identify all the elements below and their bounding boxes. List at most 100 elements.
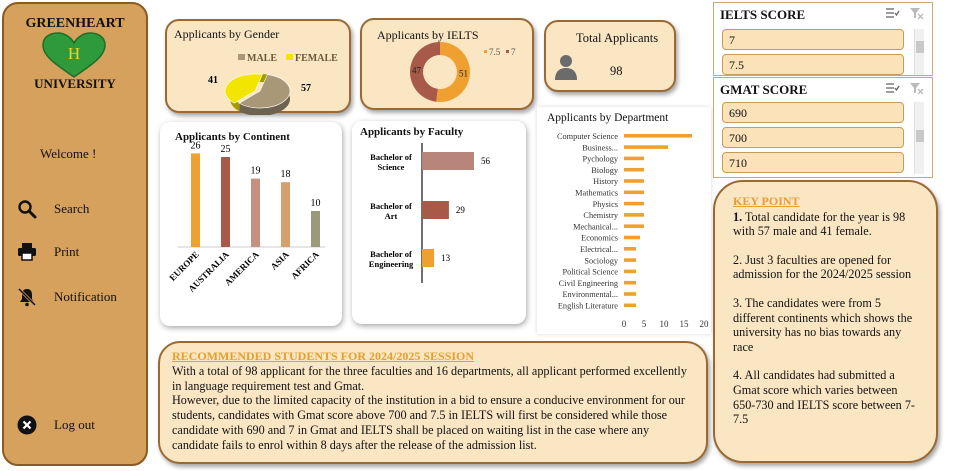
gender-card-title: Applicants by Gender	[174, 27, 280, 41]
logout-button[interactable]: Log out	[16, 414, 95, 436]
nav-print-label: Print	[54, 244, 80, 259]
continent-card: Applicants by Continent 26 EUROPE 25 AUSTRA…	[160, 122, 342, 326]
tick-label: Art	[385, 211, 398, 221]
bar	[624, 224, 644, 228]
clear-filter-icon[interactable]	[910, 7, 924, 20]
key-point-4: 4. All candidates had submitted a Gmat s…	[733, 368, 915, 427]
tick-label: Bachelor of	[370, 201, 412, 211]
total-applicants-value: 98	[610, 64, 623, 78]
scroll-thumb[interactable]	[916, 130, 924, 142]
nav-notification[interactable]: Notification	[16, 286, 117, 308]
legend-label: MALE	[247, 53, 277, 64]
bar	[422, 249, 435, 267]
clear-filter-icon[interactable]	[910, 82, 924, 95]
person-icon	[555, 55, 577, 80]
pie-slice	[224, 73, 263, 104]
total-applicants-card: Total Applicants 98	[544, 20, 676, 92]
data-label: 51	[459, 69, 468, 79]
ielts-slicer: IELTS SCORE 7 7.5	[713, 2, 933, 76]
department-card-title: Applicants by Department	[547, 112, 669, 124]
continent-card-title: Applicants by Continent	[175, 131, 290, 143]
data-label: 47	[412, 65, 422, 75]
data-label: 29	[456, 205, 466, 215]
tick-label: Pychology	[583, 155, 619, 164]
bar	[624, 292, 636, 296]
tick-label: Economics	[581, 234, 618, 243]
tick-label: History	[593, 177, 619, 186]
multi-select-icon[interactable]	[886, 7, 900, 20]
tick-label: Physics	[593, 200, 618, 209]
bar	[624, 303, 636, 308]
gmat-slicer-item[interactable]: 700	[722, 127, 904, 148]
bar	[624, 213, 644, 217]
tick-label: Environmental...	[562, 290, 618, 299]
brand-name-top: GREENHEART	[25, 16, 125, 31]
tick-label: Engineering	[369, 259, 414, 269]
nav-search-label: Search	[54, 201, 90, 216]
tick-label: 20	[700, 319, 710, 329]
nav-search[interactable]: Search	[16, 198, 89, 220]
key-point-1: 1. Total candidate for the year is 98 wi…	[733, 210, 922, 239]
bar	[624, 280, 636, 285]
data-label: 57	[301, 83, 311, 94]
tick-label: Electrical...	[580, 245, 618, 254]
bar	[191, 153, 200, 247]
bar	[624, 258, 636, 262]
welcome-text: Welcome !	[40, 146, 97, 161]
tick-label: Business...	[582, 143, 618, 152]
search-icon	[16, 198, 38, 220]
tick-label: Biology	[591, 166, 619, 175]
scroll-thumb[interactable]	[916, 41, 924, 53]
nav-notification-label: Notification	[54, 289, 117, 304]
pie-slice	[238, 74, 291, 109]
tick-label: 0	[622, 319, 627, 329]
data-label: 13	[441, 253, 451, 263]
data-label: 25	[221, 144, 231, 155]
bar	[624, 247, 636, 251]
tick-label: Mechanical...	[573, 222, 618, 231]
bar	[422, 152, 474, 170]
tick-label: 5	[642, 319, 647, 329]
bar	[624, 190, 644, 195]
bar	[624, 145, 668, 149]
gmat-slicer-item[interactable]: 710	[722, 152, 904, 173]
gmat-slicer-scrollbar[interactable]	[914, 102, 924, 174]
ielts-slicer-scrollbar[interactable]	[914, 29, 924, 75]
gmat-slicer-title: GMAT SCORE	[720, 82, 808, 97]
tick-label: Political Science	[562, 268, 618, 277]
tick-label: Sociology	[584, 256, 619, 265]
close-circle-icon	[16, 414, 38, 436]
ielts-donut-chart: 7.5 7 51 47	[410, 42, 516, 102]
tick-label: ASIA	[269, 249, 292, 272]
bar	[281, 182, 290, 247]
nav-print[interactable]: Print	[16, 241, 79, 263]
logout-label: Log out	[54, 417, 95, 432]
legend-swatch	[506, 50, 509, 53]
key-point-3: 3. The candidates were from 5 different …	[733, 295, 913, 354]
bar	[422, 201, 449, 219]
printer-icon	[16, 241, 38, 263]
faculty-card-title: Applicants by Faculty	[360, 126, 464, 138]
key-point-1-number: 1.	[733, 209, 743, 224]
data-label: 41	[208, 75, 218, 86]
multi-select-icon[interactable]	[886, 82, 900, 95]
legend-label: 7	[511, 47, 516, 57]
gender-pie-chart: MALE FEMALE 57 41	[208, 53, 338, 115]
gmat-slicer-item[interactable]: 690	[722, 102, 904, 123]
data-label: 56	[481, 156, 491, 166]
ielts-slicer-item[interactable]: 7.5	[722, 54, 904, 75]
recommendation-panel: RECOMMENDED STUDENTS FOR 2024/2025 SESSI…	[158, 341, 708, 464]
tick-label: AFRICA	[289, 249, 321, 281]
heart-logo-letter: H	[68, 44, 80, 63]
heart-logo-icon: H	[42, 32, 106, 78]
data-label: 18	[281, 169, 291, 180]
sidebar: GREENHEART H UNIVERSITY Welcome ! Search…	[2, 2, 148, 466]
data-label: 26	[191, 140, 201, 151]
legend-swatch	[484, 50, 487, 53]
ielts-slicer-item[interactable]: 7	[722, 29, 904, 50]
recommendation-heading: RECOMMENDED STUDENTS FOR 2024/2025 SESSI…	[172, 349, 475, 363]
key-point-heading: KEY POINT	[733, 194, 800, 208]
bar	[624, 156, 644, 161]
recommendation-paragraph-2: However, due to the limited capacity of …	[172, 393, 685, 452]
